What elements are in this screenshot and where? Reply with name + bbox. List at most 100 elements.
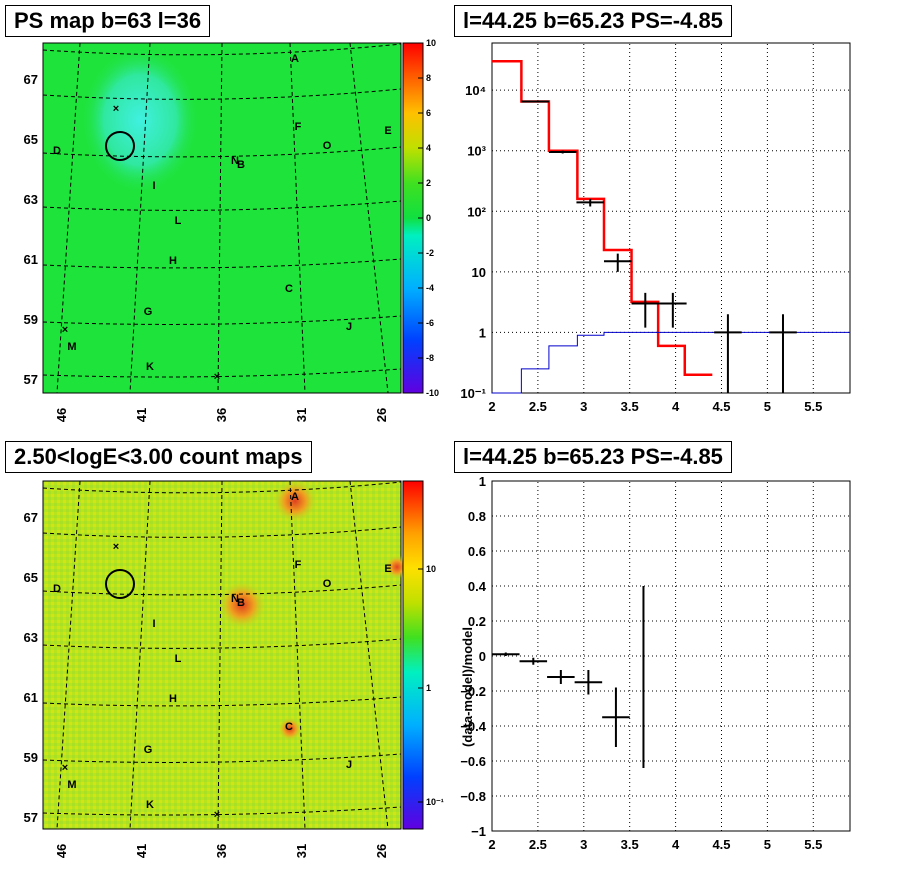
x-tick-label: 5.5 (804, 837, 822, 852)
x-tick-label: 2 (488, 399, 495, 414)
grid-longitude-line (349, 480, 389, 830)
x-tick-label: 41 (134, 408, 149, 422)
source-label-L: L (175, 653, 182, 665)
x-tick-label: 31 (294, 408, 309, 422)
y-tick-label: 57 (24, 372, 38, 387)
colorbar-tick-label: 10 (426, 564, 436, 574)
grid-longitude-line (56, 42, 81, 394)
y-tick-label: 0.4 (468, 579, 487, 594)
y-tick-label: 61 (24, 690, 38, 705)
data-point (714, 314, 742, 393)
data-point (659, 292, 687, 328)
source-label-N: N (231, 593, 239, 605)
roi-circle (105, 569, 135, 599)
source-label-F: F (295, 121, 302, 133)
colorbar-tick-label: -2 (426, 248, 434, 258)
grid-longitude-line (129, 480, 151, 830)
x-tick-label: 5 (764, 837, 771, 852)
grid-latitude-line (42, 258, 402, 269)
source-label-O: O (323, 578, 332, 590)
source-label-I: I (152, 180, 155, 192)
source-label-K: K (146, 799, 154, 811)
count-map-plot: 10 1 10⁻¹ 67 65 63 61 59 57 46 41 36 31 26 A F E O D NB I… (24, 479, 444, 858)
data-point (492, 652, 520, 656)
cross-marker: × (62, 324, 68, 336)
data-point (547, 670, 575, 684)
source-label-O: O (323, 140, 332, 152)
source-label-H: H (169, 255, 177, 267)
y-tick-label: 0.8 (468, 509, 486, 524)
x-tick-label: 4 (672, 399, 680, 414)
data-point (574, 670, 603, 695)
colorbar-tick-label: 4 (426, 143, 431, 153)
source-label-C: C (285, 283, 293, 295)
data-point (631, 292, 660, 328)
source-label-C: C (285, 721, 293, 733)
data-point (602, 687, 630, 747)
y-tick-label: 59 (24, 312, 38, 327)
colorbar-tick-label: 10 (426, 38, 436, 48)
y-tick-label: 61 (24, 252, 38, 267)
y-tick-label: −0.4 (460, 719, 486, 734)
cross-marker: × (113, 103, 119, 115)
cross-marker: × (62, 762, 68, 774)
residual-title: l=44.25 b=65.23 PS=-4.85 (454, 441, 732, 473)
source-label-A: A (291, 491, 299, 503)
y-tick-label: 10² (467, 204, 486, 219)
y-tick-label: 57 (24, 810, 38, 825)
source-label-F: F (295, 559, 302, 571)
residual-plot: 1 0.8 0.6 0.4 0.2 0 −0.2 −0.4 −0.6 −0.8 −1 2 2.5 3 3.… (460, 474, 851, 852)
source-label-D: D (53, 583, 61, 595)
grid-latitude-line (42, 696, 402, 707)
roi-circle (105, 131, 135, 161)
y-tick-label: 63 (24, 192, 38, 207)
source-label-B: B (237, 159, 245, 171)
count-map-title: 2.50<logE<3.00 count maps (5, 441, 312, 473)
spectrum-plot: 10⁴ 10³ 10² 10 1 10⁻¹ 2 2.5 3 3.5 4 4.5 5 5.5 (460, 42, 851, 414)
grid-latitude-line (42, 584, 402, 596)
cross-marker: × (214, 809, 220, 821)
y-tick-label: 1 (479, 325, 486, 340)
y-tick-label: 0.2 (468, 614, 486, 629)
source-label-G: G (144, 744, 153, 756)
data-point (769, 314, 797, 393)
x-tick-label: 3 (580, 399, 587, 414)
x-tick-label: 31 (294, 844, 309, 858)
y-tick-label: 67 (24, 510, 38, 525)
y-tick-label: 10⁴ (465, 83, 486, 98)
x-tick-label: 36 (214, 408, 229, 422)
y-tick-label: 10 (472, 265, 486, 280)
grid-latitude-line (42, 315, 402, 325)
data-point (576, 198, 604, 207)
y-tick-label: 65 (24, 132, 38, 147)
x-tick-label: 3.5 (621, 399, 639, 414)
spectrum-panel: 10⁴ 10³ 10² 10 1 10⁻¹ 2 2.5 3 3.5 4 4.5 5 5.5 l=44.2… (440, 0, 898, 430)
source-label-N: N (231, 155, 239, 167)
colorbar-tick-label: -8 (426, 353, 434, 363)
colorbar-tick-label: -6 (426, 318, 434, 328)
residual-panel: 1 0.8 0.6 0.4 0.2 0 −0.2 −0.4 −0.6 −0.8 −1 2 2.5 3 3.… (440, 437, 898, 875)
y-tick-label: 63 (24, 630, 38, 645)
ps-map-title: PS map b=63 l=36 (5, 5, 211, 37)
source-label-M: M (67, 779, 76, 791)
x-tick-label: 4.5 (712, 399, 730, 414)
source-label-D: D (53, 145, 61, 157)
y-tick-label: 10⁻¹ (460, 386, 486, 401)
cross-marker: × (113, 541, 119, 553)
colorbar-tick-label: -10 (426, 388, 439, 398)
step-line-blue (492, 331, 850, 394)
data-point (603, 253, 632, 272)
colorbar-tick-label: 2 (426, 178, 431, 188)
ps-map-panel: 10 8 6 4 2 0 -2 -4 -6 -8 -10 67 65 63 61 59 57 46 41 36 31… (0, 0, 440, 430)
colorbar-tick-label: 0 (426, 213, 431, 223)
y-tick-label: 10³ (467, 144, 486, 159)
grid-longitude-line (289, 480, 306, 830)
colorbar-tick-label: 8 (426, 73, 431, 83)
grid-latitude-line (42, 200, 402, 211)
source-label-I: I (152, 618, 155, 630)
x-tick-label: 46 (54, 408, 69, 422)
grid-longitude-line (289, 42, 306, 394)
grid-latitude-line (42, 753, 402, 763)
y-tick-label: −0.8 (460, 789, 486, 804)
